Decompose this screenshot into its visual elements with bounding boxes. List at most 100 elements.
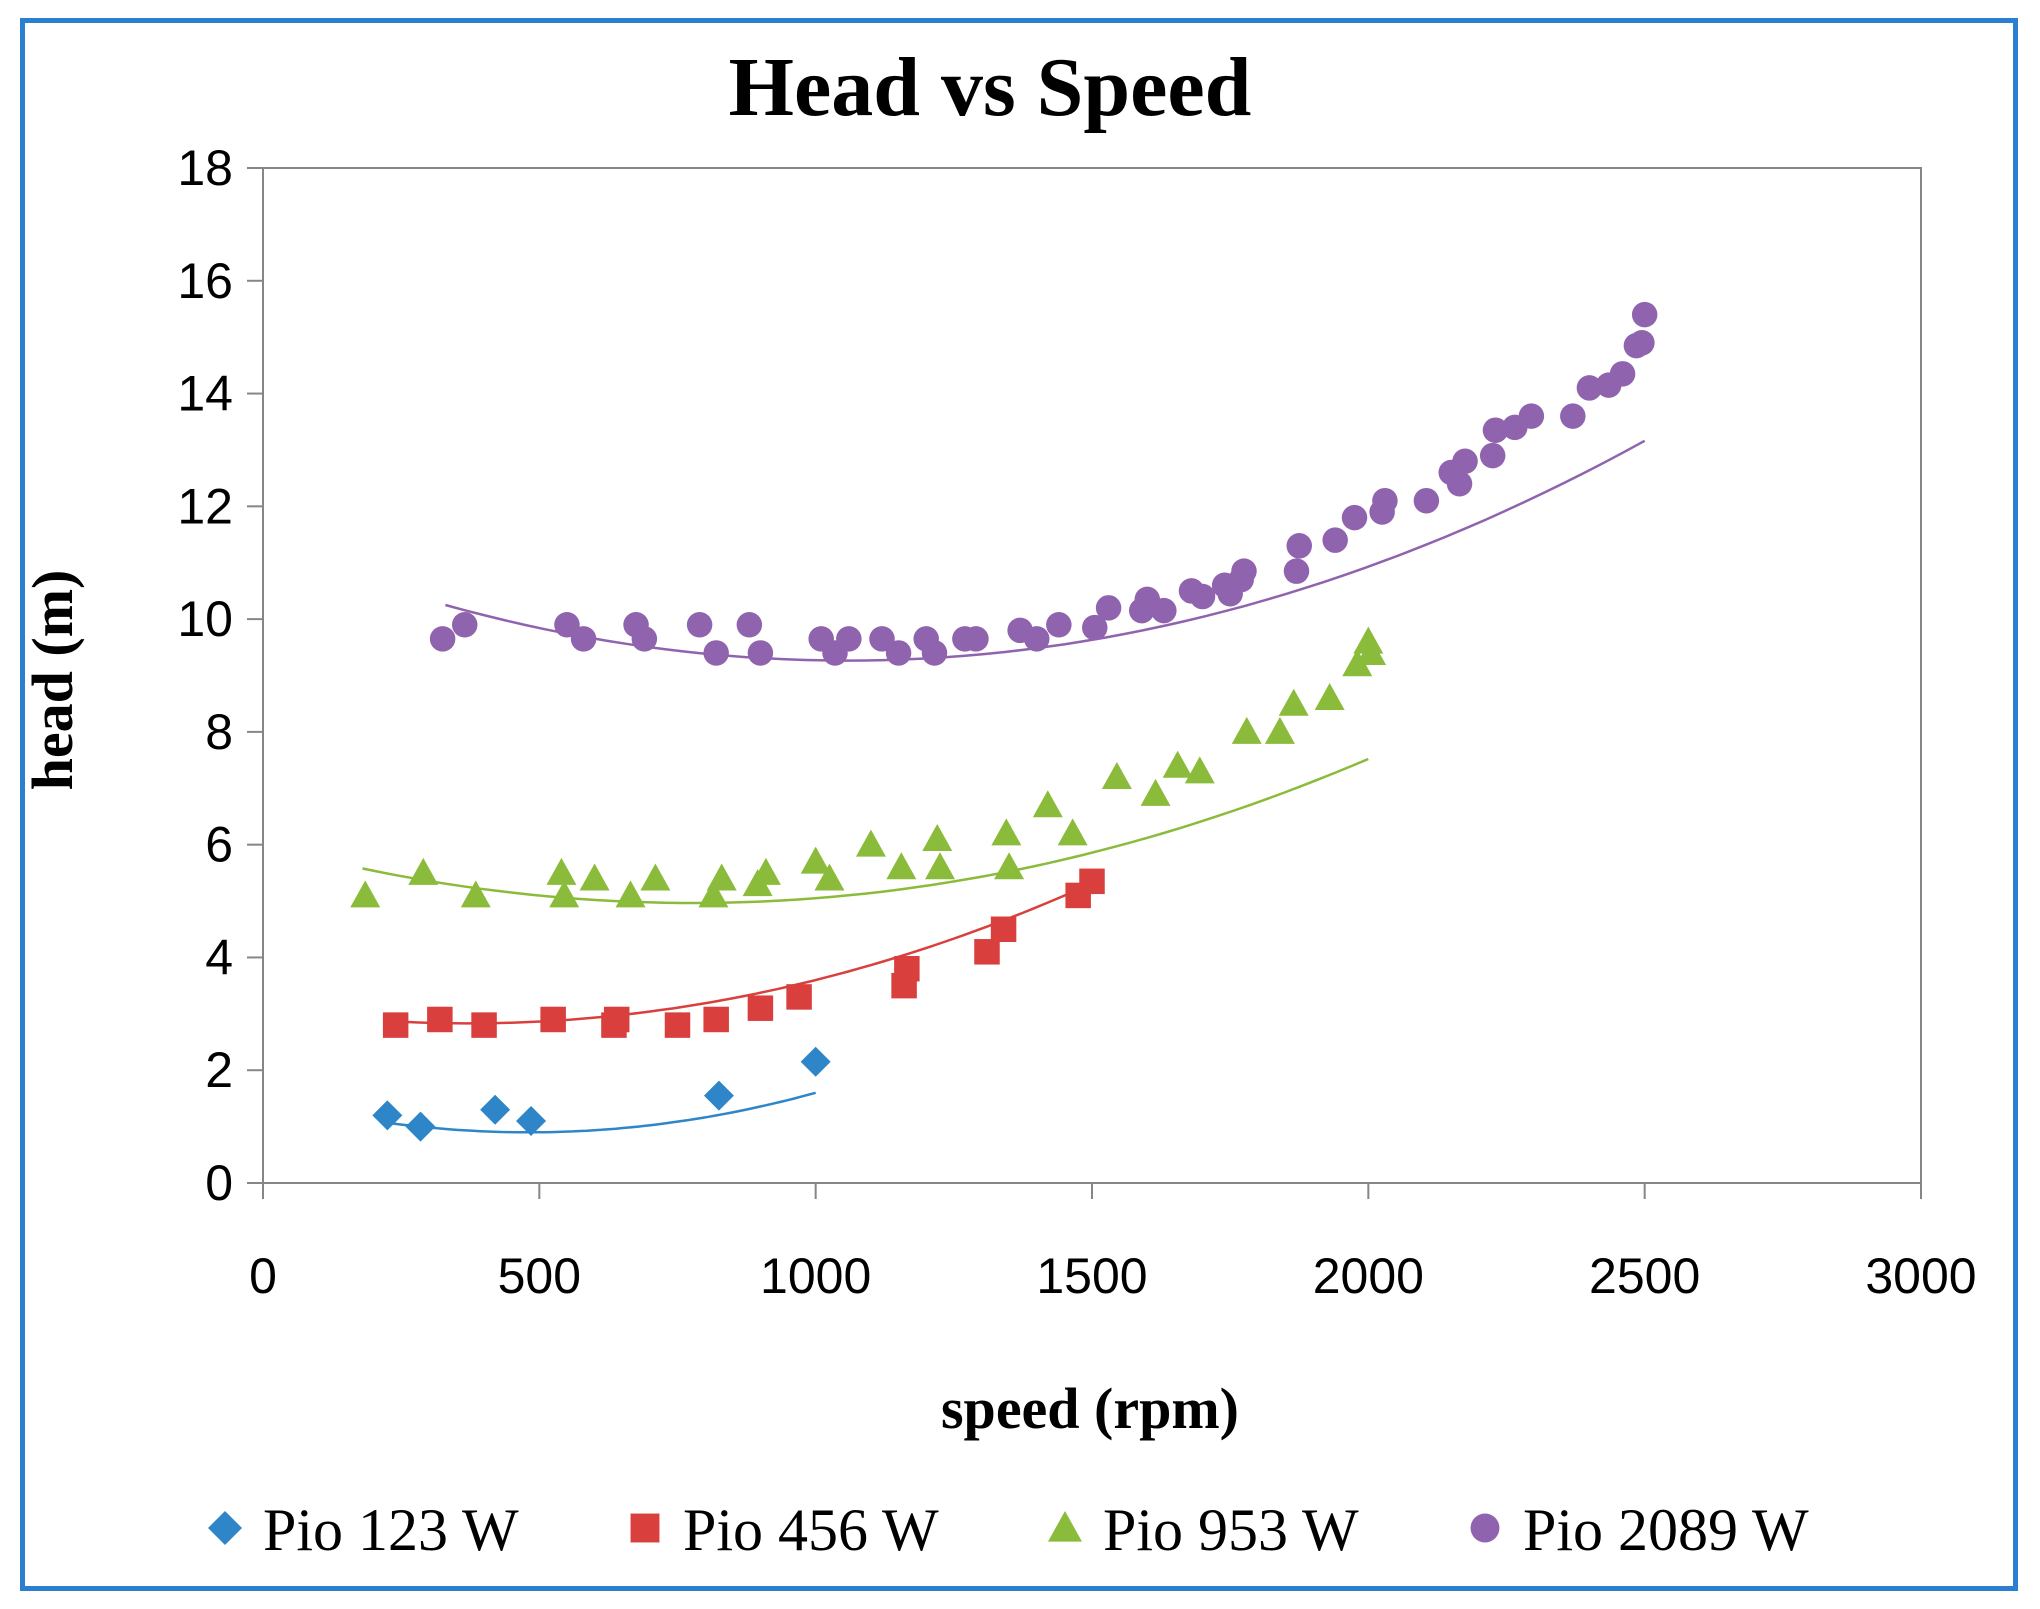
data-point bbox=[664, 1012, 691, 1038]
data-point bbox=[1356, 637, 1387, 665]
legend-label: Pio 456 W bbox=[683, 1497, 939, 1563]
y-tick-label: 0 bbox=[205, 1155, 233, 1211]
data-point bbox=[451, 612, 478, 638]
data-point bbox=[836, 626, 862, 652]
x-tick-label: 500 bbox=[498, 1248, 581, 1304]
data-point bbox=[698, 880, 729, 908]
data-point bbox=[540, 1006, 566, 1033]
data-point bbox=[1046, 612, 1072, 638]
data-point bbox=[990, 916, 1017, 942]
data-point bbox=[800, 1046, 831, 1077]
data-point bbox=[1189, 583, 1216, 610]
legend-item: Pio 456 W bbox=[630, 1497, 939, 1563]
x-tick-label: 1500 bbox=[1036, 1248, 1147, 1304]
x-tick-label: 3000 bbox=[1865, 1248, 1976, 1304]
legend-label: Pio 953 W bbox=[1103, 1497, 1359, 1563]
data-point bbox=[1576, 375, 1603, 401]
series-pio-953-w bbox=[350, 626, 1387, 908]
data-point bbox=[1151, 597, 1177, 624]
legend-marker bbox=[630, 1513, 660, 1543]
data-point bbox=[1413, 487, 1440, 514]
data-point bbox=[1452, 448, 1478, 474]
x-tick-label: 2500 bbox=[1589, 1248, 1700, 1304]
data-point bbox=[1140, 778, 1171, 806]
data-point bbox=[603, 1006, 630, 1033]
data-point bbox=[480, 1094, 511, 1125]
data-point bbox=[747, 995, 774, 1021]
y-tick-label: 12 bbox=[177, 478, 233, 534]
x-tick-label: 2000 bbox=[1313, 1248, 1424, 1304]
data-point bbox=[736, 612, 763, 638]
data-point bbox=[1342, 649, 1373, 677]
data-point bbox=[546, 857, 577, 885]
legend-marker bbox=[208, 1511, 242, 1545]
data-point bbox=[1286, 533, 1312, 559]
data-point bbox=[382, 1012, 409, 1038]
data-point bbox=[631, 626, 658, 652]
legend: Pio 123 W Pio 456 W Pio 953 W Pio 2089 W bbox=[208, 1497, 1809, 1563]
data-point bbox=[886, 852, 917, 880]
data-point bbox=[1057, 818, 1088, 846]
data-point bbox=[615, 880, 646, 908]
y-tick-label: 6 bbox=[205, 817, 233, 873]
data-point bbox=[1101, 762, 1132, 789]
legend-label: Pio 123 W bbox=[263, 1497, 519, 1563]
data-point bbox=[1560, 403, 1586, 429]
legend-item: Pio 2089 W bbox=[1470, 1497, 1809, 1563]
data-point bbox=[1629, 330, 1655, 356]
series-pio-456-w bbox=[382, 868, 1105, 1038]
series-pio-123-w bbox=[372, 1046, 831, 1142]
data-point bbox=[814, 863, 845, 891]
data-point bbox=[706, 863, 737, 891]
plot-border bbox=[262, 167, 1922, 1184]
data-point bbox=[1314, 683, 1345, 711]
y-tick-label: 2 bbox=[205, 1042, 233, 1098]
chart-frame bbox=[20, 18, 2018, 1591]
data-point bbox=[703, 1080, 734, 1111]
x-tick-label: 1000 bbox=[760, 1248, 871, 1304]
data-point bbox=[1341, 504, 1368, 531]
data-point bbox=[894, 955, 920, 982]
data-point bbox=[405, 1111, 436, 1142]
data-point bbox=[869, 626, 895, 652]
data-point bbox=[549, 880, 580, 908]
data-point bbox=[1231, 558, 1257, 584]
data-point bbox=[1631, 301, 1658, 328]
data-point bbox=[1184, 756, 1215, 784]
data-point bbox=[1082, 614, 1108, 641]
data-point bbox=[1231, 716, 1262, 744]
data-point bbox=[855, 829, 886, 857]
data-point bbox=[350, 880, 381, 908]
data-point bbox=[1079, 868, 1105, 895]
legend-marker bbox=[1048, 1511, 1082, 1542]
data-point bbox=[921, 640, 948, 666]
data-point bbox=[1032, 790, 1063, 818]
x-axis-label: speed (rpm) bbox=[941, 1376, 1239, 1441]
trendline bbox=[362, 757, 1369, 905]
data-point bbox=[747, 640, 774, 666]
data-point bbox=[471, 1012, 497, 1038]
trendline bbox=[395, 882, 1093, 1025]
legend-label: Pio 2089 W bbox=[1523, 1497, 1809, 1563]
y-tick-label: 8 bbox=[205, 704, 233, 760]
data-point bbox=[1023, 626, 1050, 652]
data-point bbox=[800, 846, 831, 874]
data-point bbox=[703, 640, 729, 666]
data-point bbox=[1372, 487, 1398, 514]
data-point bbox=[994, 852, 1025, 880]
data-point bbox=[516, 1105, 547, 1136]
data-point bbox=[1322, 527, 1348, 553]
data-point bbox=[703, 1006, 729, 1033]
y-tick-label: 16 bbox=[177, 253, 233, 309]
y-tick-label: 10 bbox=[177, 591, 233, 647]
y-axis-label: head (m) bbox=[20, 570, 85, 791]
data-point bbox=[786, 984, 812, 1010]
data-point bbox=[686, 612, 713, 638]
data-point bbox=[460, 880, 491, 908]
data-point bbox=[1479, 442, 1506, 469]
data-point bbox=[640, 863, 671, 891]
data-point bbox=[372, 1100, 403, 1131]
data-point bbox=[1482, 417, 1509, 443]
data-point bbox=[963, 626, 989, 652]
data-point bbox=[974, 939, 1000, 965]
